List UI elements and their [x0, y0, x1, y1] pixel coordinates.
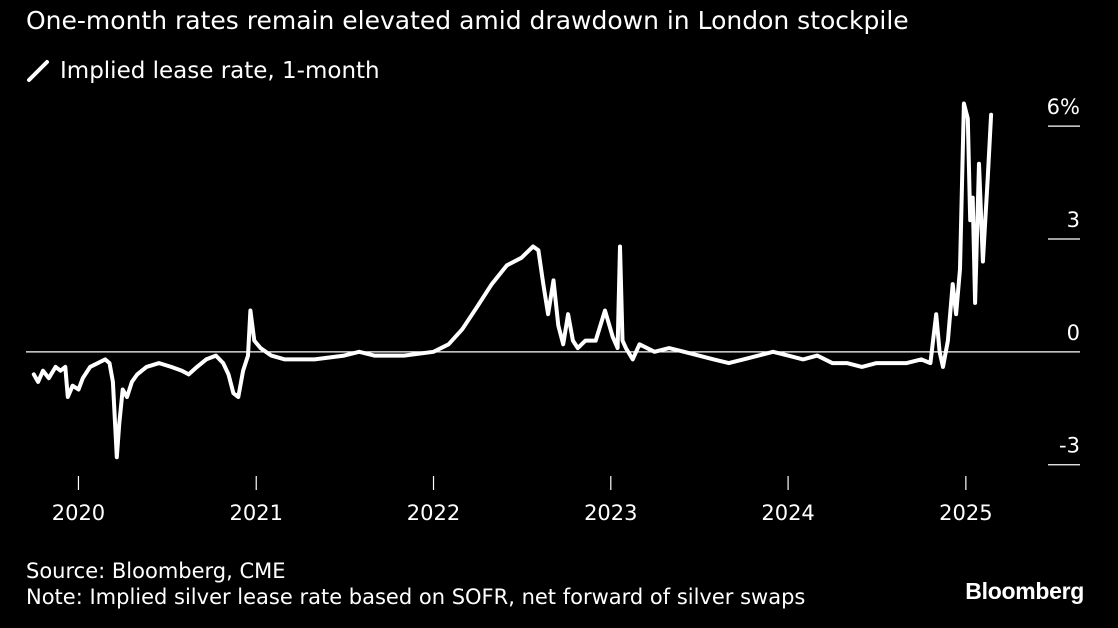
bloomberg-logo: Bloomberg: [965, 578, 1084, 604]
x-tick-label: 2023: [584, 501, 637, 525]
y-tick-label: 6%: [1047, 95, 1080, 119]
y-tick-label: 0: [1067, 321, 1080, 345]
series-line: [31, 101, 994, 460]
x-tick-label: 2020: [52, 501, 105, 525]
methodology-note: Note: Implied silver lease rate based on…: [26, 585, 806, 609]
line-swatch-icon: [27, 60, 49, 82]
y-tick-label: 3: [1067, 208, 1080, 232]
footer: Source: Bloomberg, CME Note: Implied sil…: [26, 558, 805, 610]
y-tick-label: -3: [1059, 434, 1080, 458]
legend-label: Implied lease rate, 1-month: [60, 58, 380, 84]
x-tick-label: 2025: [939, 501, 992, 525]
legend: Implied lease rate, 1-month: [26, 58, 380, 84]
source-note: Source: Bloomberg, CME: [26, 559, 286, 583]
x-tick-label: 2024: [761, 501, 814, 525]
x-tick-label: 2022: [407, 501, 460, 525]
x-tick-label: 2021: [230, 501, 283, 525]
chart-subtitle: One-month rates remain elevated amid dra…: [26, 6, 909, 35]
